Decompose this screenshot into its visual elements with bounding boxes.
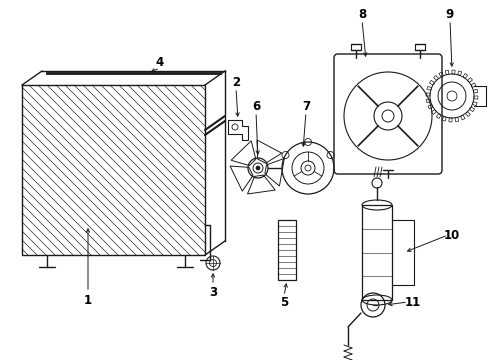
Circle shape [256,166,260,170]
Text: 10: 10 [444,229,460,242]
Text: 1: 1 [84,293,92,306]
Bar [362,205,392,300]
Text: 6: 6 [252,99,260,113]
Text: 9: 9 [446,8,454,21]
Text: 3: 3 [209,285,217,298]
Text: 4: 4 [156,55,164,68]
Text: 7: 7 [302,99,310,113]
Bar [22,85,205,255]
Bar [278,220,296,280]
Text: 8: 8 [358,8,366,21]
Text: 5: 5 [280,297,288,310]
Bar [22,85,205,255]
Text: 2: 2 [232,76,240,89]
Text: 11: 11 [405,296,421,309]
